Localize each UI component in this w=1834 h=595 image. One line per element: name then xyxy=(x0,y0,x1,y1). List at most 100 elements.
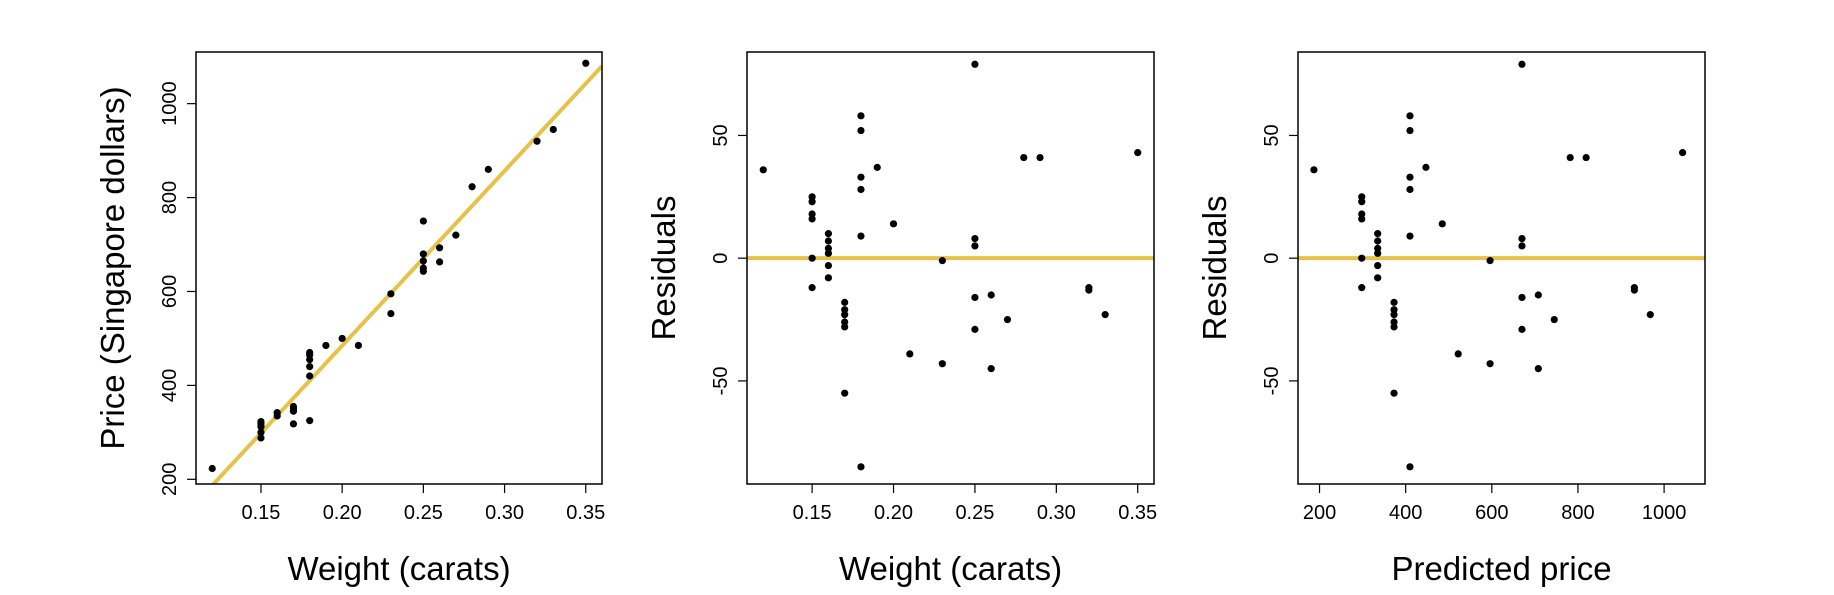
data-point xyxy=(1390,311,1398,319)
data-point xyxy=(841,389,849,397)
data-point xyxy=(257,434,265,442)
x-axis-title: Weight (carats) xyxy=(839,550,1062,587)
data-point xyxy=(906,350,914,358)
data-point xyxy=(1518,325,1526,333)
data-point xyxy=(1085,286,1093,294)
data-point xyxy=(971,242,979,250)
x-tick-label: 0.30 xyxy=(485,502,524,524)
x-axis-title: Predicted price xyxy=(1391,550,1611,587)
x-axis-title: Weight (carats) xyxy=(287,550,510,587)
y-tick-label: 0 xyxy=(1261,253,1283,264)
x-tick-label: 400 xyxy=(1389,502,1422,524)
data-point xyxy=(1550,315,1558,324)
data-point xyxy=(1374,249,1382,257)
data-point xyxy=(273,409,281,417)
data-point xyxy=(824,237,833,245)
data-point xyxy=(289,402,298,411)
x-tick-label: 0.35 xyxy=(566,502,605,524)
data-point xyxy=(1630,286,1638,294)
data-point xyxy=(1406,112,1414,120)
data-point xyxy=(857,173,865,181)
data-point xyxy=(1486,257,1494,265)
data-point xyxy=(971,325,979,333)
data-point xyxy=(938,257,946,265)
data-point xyxy=(857,463,865,471)
x-tick-label: 1000 xyxy=(1642,502,1687,524)
data-point xyxy=(808,284,816,292)
data-point xyxy=(549,125,557,134)
data-point xyxy=(1646,311,1654,319)
y-tick-label: 800 xyxy=(159,181,181,214)
data-point xyxy=(1406,126,1414,135)
plot-frame xyxy=(1297,51,1706,485)
data-point xyxy=(1390,323,1398,331)
data-point xyxy=(1534,365,1542,373)
x-tick-label: 0.15 xyxy=(793,502,832,524)
data-point xyxy=(889,220,898,228)
data-point xyxy=(824,261,833,270)
data-point xyxy=(938,360,946,368)
data-point xyxy=(1390,298,1398,306)
data-point xyxy=(1406,185,1414,194)
data-point xyxy=(971,60,979,68)
data-point xyxy=(1406,463,1414,471)
data-point xyxy=(971,234,979,243)
data-point xyxy=(257,417,265,426)
y-tick-label: -50 xyxy=(710,366,732,395)
x-tick-label: 600 xyxy=(1475,502,1508,524)
data-point xyxy=(1003,315,1012,324)
data-point xyxy=(1406,173,1414,181)
data-point xyxy=(1390,389,1398,397)
data-point xyxy=(1486,360,1494,368)
data-point xyxy=(1518,242,1526,250)
data-point xyxy=(857,112,865,120)
data-point xyxy=(387,290,395,298)
data-point xyxy=(289,420,298,428)
fit-line xyxy=(210,64,602,484)
data-point xyxy=(452,231,460,239)
data-point xyxy=(306,372,314,380)
data-point xyxy=(808,254,816,262)
data-point xyxy=(873,163,881,171)
data-point xyxy=(1310,166,1318,174)
data-point xyxy=(387,309,395,318)
data-point xyxy=(419,257,427,265)
data-point xyxy=(1566,153,1574,162)
data-point xyxy=(306,363,314,371)
y-tick-label: 1000 xyxy=(159,81,181,126)
data-point xyxy=(257,428,265,436)
data-point xyxy=(1582,153,1590,162)
data-point xyxy=(1406,232,1414,240)
data-point xyxy=(841,311,849,319)
data-point xyxy=(808,198,816,206)
data-point xyxy=(1518,60,1526,68)
data-point xyxy=(857,232,865,240)
plot-frame xyxy=(746,51,1155,485)
data-point xyxy=(1374,230,1382,238)
y-tick-label: 50 xyxy=(710,124,732,146)
data-point xyxy=(533,137,541,145)
data-point xyxy=(208,464,216,473)
x-tick-label: 0.20 xyxy=(323,502,362,524)
x-tick-label: 0.15 xyxy=(241,502,280,524)
plot-frame xyxy=(195,51,603,485)
data-point xyxy=(987,365,995,373)
data-point xyxy=(759,166,767,174)
x-tick-label: 0.20 xyxy=(874,502,913,524)
data-point xyxy=(1101,311,1109,319)
data-point xyxy=(808,215,816,223)
data-point xyxy=(582,59,590,67)
data-point xyxy=(1374,237,1382,245)
data-point xyxy=(1036,153,1044,162)
data-point xyxy=(971,293,979,302)
data-point xyxy=(338,334,346,343)
data-point xyxy=(1134,149,1142,157)
data-point xyxy=(419,250,427,258)
chart-panel-2: 0.15 0.20 0.25 0.30 0.35 -50 0 50 Weight (carats… xyxy=(645,51,1157,587)
data-point xyxy=(1454,350,1462,358)
data-point xyxy=(1358,215,1366,223)
x-tick-label: 0.35 xyxy=(1118,502,1157,524)
data-point xyxy=(468,183,476,191)
data-point xyxy=(1422,163,1430,171)
x-tick-label: 0.25 xyxy=(404,502,443,524)
